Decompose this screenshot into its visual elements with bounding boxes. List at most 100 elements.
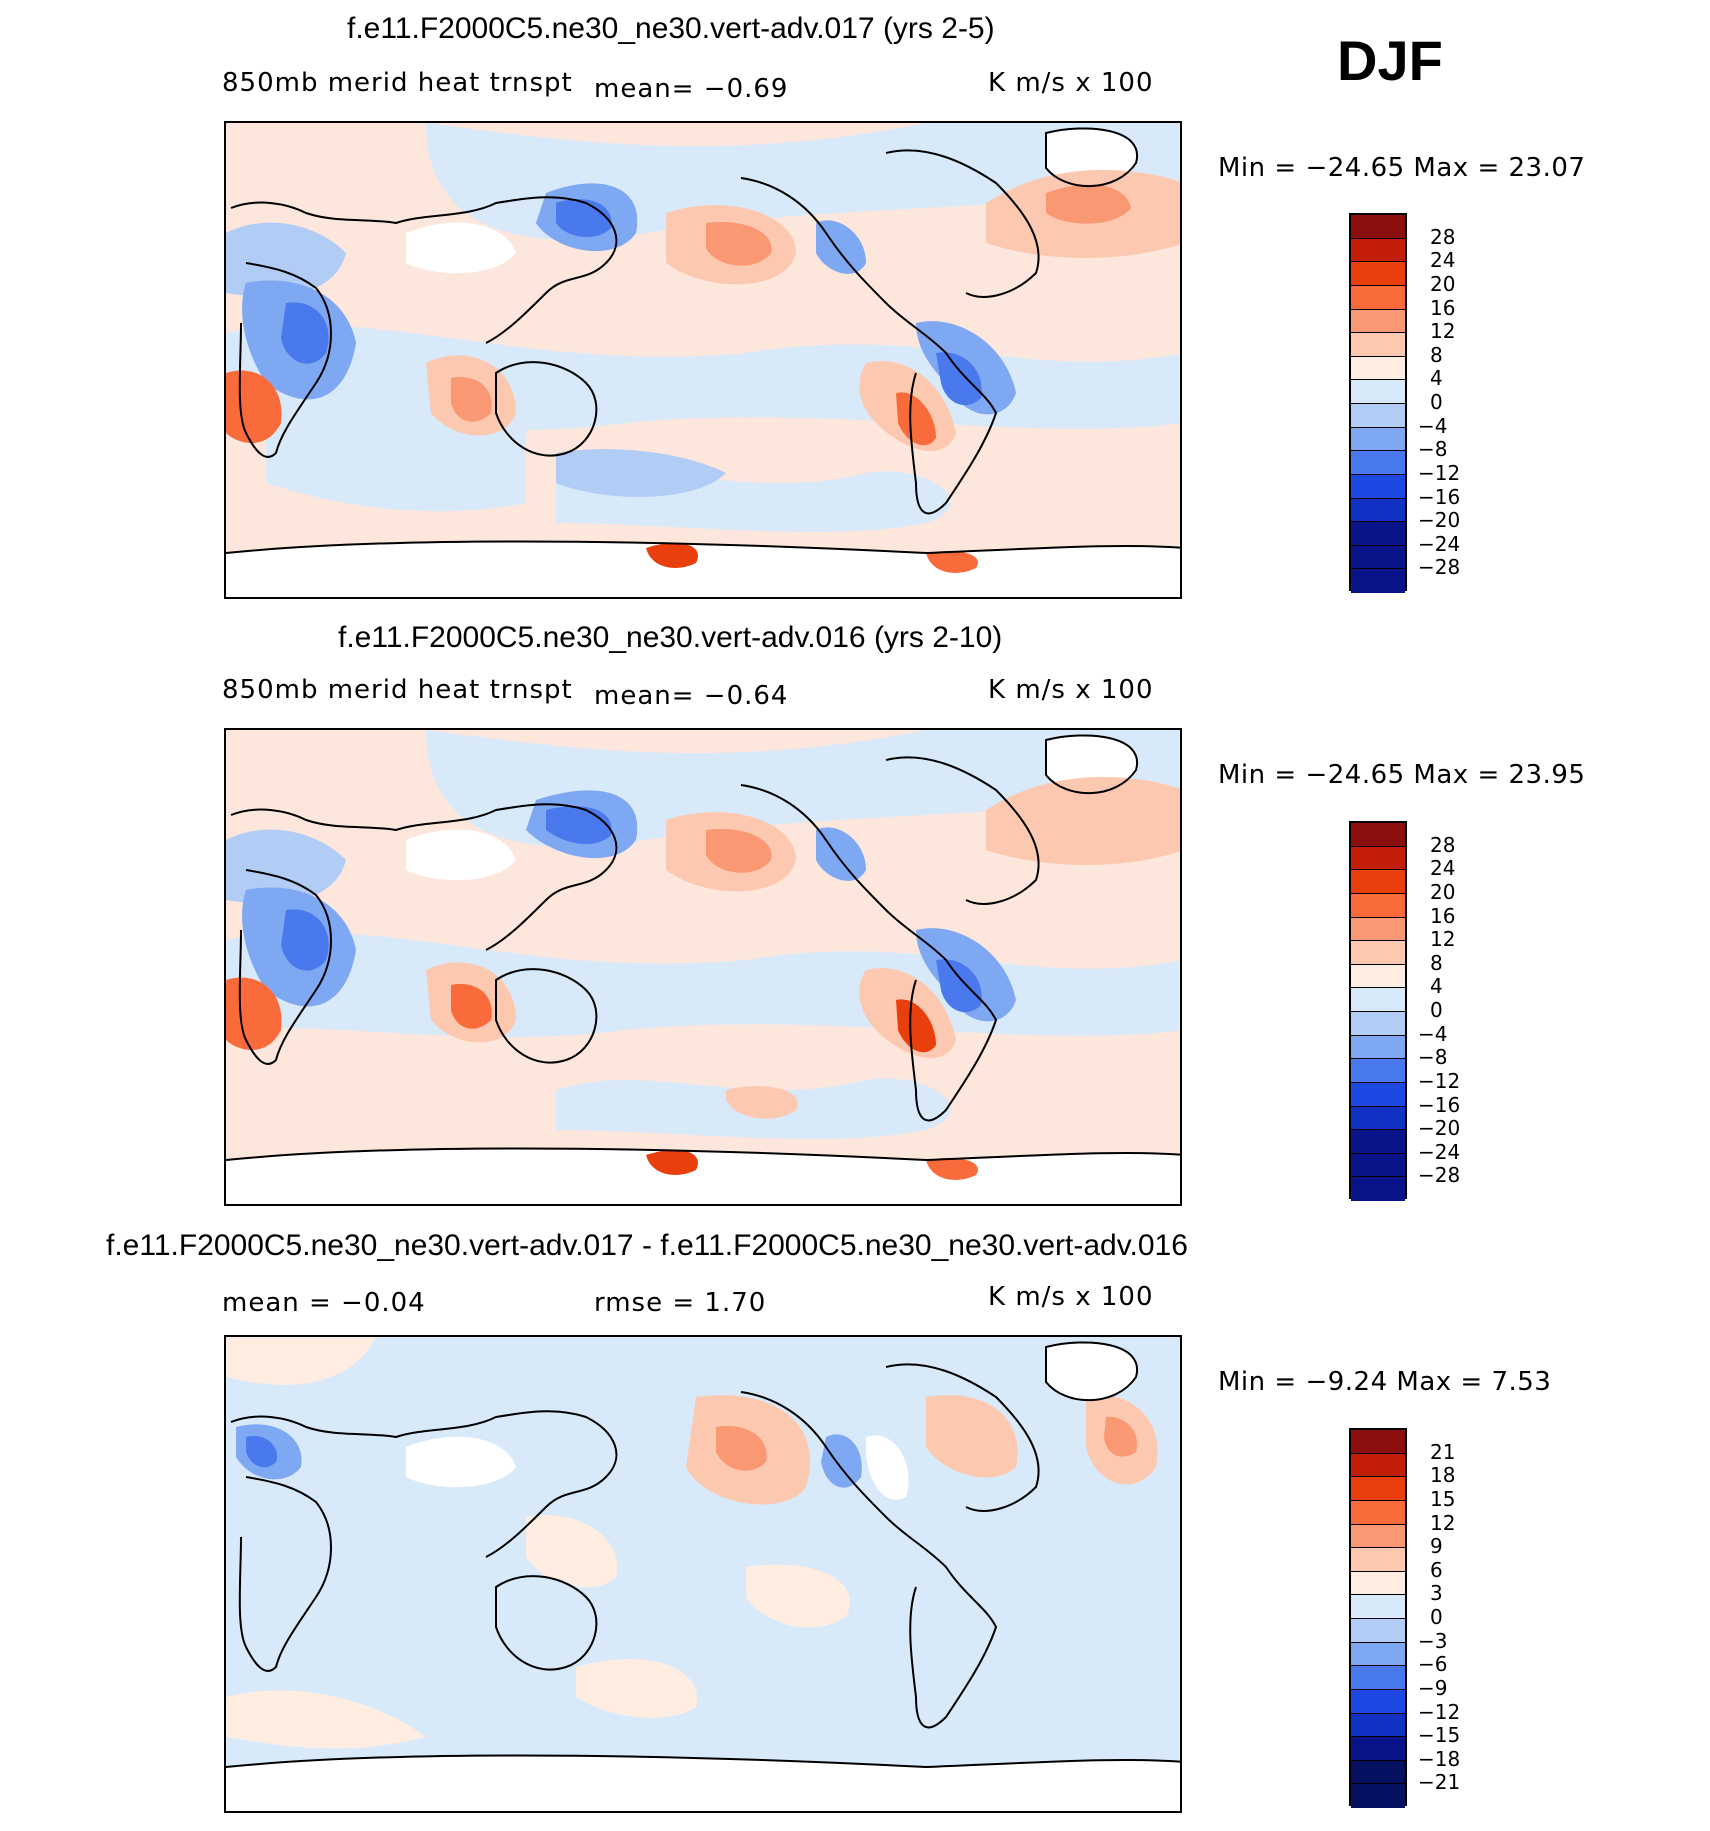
colorbar-cell bbox=[1351, 1548, 1405, 1572]
colorbar-cell bbox=[1351, 870, 1405, 894]
colorbar-tick-label: −9 bbox=[1418, 1675, 1448, 1700]
colorbar-cell bbox=[1351, 404, 1405, 428]
colorbar-cell bbox=[1351, 569, 1405, 593]
panel-2-variable: 850mb merid heat trnspt bbox=[222, 675, 573, 705]
colorbar-tick-label: 9 bbox=[1430, 1534, 1443, 1559]
panel-2-title: f.e11.F2000C5.ne30_ne30.vert-adv.016 (yr… bbox=[338, 621, 1003, 654]
colorbar-tick-label: −12 bbox=[1418, 1068, 1461, 1093]
colorbar-tick-label: 4 bbox=[1430, 974, 1443, 999]
panel-3-colorbar bbox=[1349, 1428, 1407, 1808]
panel-1-mean: mean= −0.69 bbox=[594, 74, 789, 104]
colorbar-cell bbox=[1351, 498, 1405, 523]
colorbar-cell bbox=[1351, 1012, 1405, 1036]
colorbar-cell bbox=[1351, 941, 1405, 965]
panel-3-rmse: rmse = 1.70 bbox=[594, 1288, 767, 1318]
colorbar-cell bbox=[1351, 893, 1405, 918]
panel-1-colorbar bbox=[1349, 213, 1407, 593]
panel-2-map-field bbox=[226, 730, 1180, 1204]
colorbar-cell bbox=[1351, 1642, 1405, 1667]
colorbar-tick-label: 28 bbox=[1430, 832, 1456, 857]
colorbar-cell bbox=[1351, 1784, 1405, 1808]
colorbar-tick-label: 18 bbox=[1430, 1463, 1456, 1488]
colorbar-cell bbox=[1351, 1477, 1405, 1501]
colorbar-tick-label: 4 bbox=[1430, 366, 1443, 391]
colorbar-tick-label: 3 bbox=[1430, 1581, 1443, 1606]
colorbar-tick-label: −3 bbox=[1418, 1628, 1448, 1653]
colorbar-cell bbox=[1351, 1595, 1405, 1619]
panel-3-map bbox=[224, 1335, 1182, 1813]
colorbar-tick-label: 21 bbox=[1430, 1439, 1456, 1464]
colorbar-cell bbox=[1351, 1760, 1405, 1785]
colorbar-cell bbox=[1351, 427, 1405, 452]
colorbar-tick-label: 15 bbox=[1430, 1486, 1456, 1511]
colorbar-tick-label: 8 bbox=[1430, 342, 1443, 367]
colorbar-tick-label: −8 bbox=[1418, 437, 1448, 462]
colorbar-tick-label: 24 bbox=[1430, 856, 1456, 881]
colorbar-cell bbox=[1351, 309, 1405, 334]
colorbar-cell bbox=[1351, 823, 1405, 847]
panel-3-title: f.e11.F2000C5.ne30_ne30.vert-adv.017 - f… bbox=[106, 1229, 1188, 1262]
colorbar-tick-label: 0 bbox=[1430, 390, 1443, 414]
colorbar-cell bbox=[1351, 262, 1405, 286]
panel-3-mean: mean = −0.04 bbox=[222, 1288, 426, 1318]
colorbar-cell bbox=[1351, 238, 1405, 263]
season-label: DJF bbox=[1337, 29, 1443, 92]
colorbar-cell bbox=[1351, 964, 1405, 989]
panel-3-minmax: Min = −9.24 Max = 7.53 bbox=[1218, 1367, 1552, 1397]
colorbar-cell bbox=[1351, 988, 1405, 1012]
colorbar-cell bbox=[1351, 1430, 1405, 1454]
panel-1-map bbox=[224, 121, 1182, 599]
colorbar-tick-label: 20 bbox=[1430, 271, 1456, 296]
colorbar-tick-label: 24 bbox=[1430, 248, 1456, 273]
colorbar-tick-label: −8 bbox=[1418, 1045, 1448, 1070]
colorbar-cell bbox=[1351, 1571, 1405, 1596]
panel-1-title: f.e11.F2000C5.ne30_ne30.vert-adv.017 (yr… bbox=[347, 12, 995, 45]
colorbar-cell bbox=[1351, 1130, 1405, 1154]
panel-1-units: K m/s x 100 bbox=[988, 68, 1154, 98]
colorbar-cell bbox=[1351, 545, 1405, 570]
colorbar-cell bbox=[1351, 1666, 1405, 1690]
colorbar-cell bbox=[1351, 1619, 1405, 1643]
panel-2-units: K m/s x 100 bbox=[988, 675, 1154, 705]
colorbar-cell bbox=[1351, 1153, 1405, 1178]
colorbar-tick-label: 16 bbox=[1430, 295, 1456, 320]
panel-3-units: K m/s x 100 bbox=[988, 1282, 1154, 1312]
panel-2-map bbox=[224, 728, 1182, 1206]
colorbar-tick-label: 12 bbox=[1430, 319, 1456, 344]
panel-3-map-field bbox=[226, 1337, 1180, 1811]
colorbar-tick-label: −20 bbox=[1418, 1116, 1461, 1141]
colorbar-cell bbox=[1351, 1453, 1405, 1478]
panel-1-map-field bbox=[226, 123, 1180, 597]
colorbar-tick-label: 8 bbox=[1430, 950, 1443, 975]
colorbar-tick-label: 20 bbox=[1430, 879, 1456, 904]
colorbar-tick-label: −20 bbox=[1418, 508, 1461, 533]
colorbar-cell bbox=[1351, 333, 1405, 357]
colorbar-tick-label: −12 bbox=[1418, 1699, 1461, 1724]
panel-1-variable: 850mb merid heat trnspt bbox=[222, 68, 573, 98]
colorbar-cell bbox=[1351, 846, 1405, 871]
colorbar-cell bbox=[1351, 215, 1405, 239]
colorbar-cell bbox=[1351, 1177, 1405, 1201]
colorbar-tick-label: −28 bbox=[1418, 555, 1461, 580]
panel-2-colorbar bbox=[1349, 821, 1407, 1201]
colorbar-tick-label: −4 bbox=[1418, 1021, 1448, 1046]
colorbar-tick-label: 12 bbox=[1430, 1510, 1456, 1535]
colorbar-cell bbox=[1351, 1524, 1405, 1549]
colorbar-tick-label: −16 bbox=[1418, 1092, 1461, 1117]
colorbar-tick-label: −4 bbox=[1418, 413, 1448, 438]
colorbar-cell bbox=[1351, 1059, 1405, 1083]
colorbar-cell bbox=[1351, 1500, 1405, 1525]
colorbar-tick-label: −6 bbox=[1418, 1652, 1448, 1677]
colorbar-cell bbox=[1351, 380, 1405, 404]
colorbar-cell bbox=[1351, 1082, 1405, 1107]
panel-2-mean: mean= −0.64 bbox=[594, 681, 789, 711]
colorbar-tick-label: −24 bbox=[1418, 531, 1461, 556]
colorbar-tick-label: −21 bbox=[1418, 1770, 1461, 1795]
colorbar-tick-label: 12 bbox=[1430, 927, 1456, 952]
panel-2-minmax: Min = −24.65 Max = 23.95 bbox=[1218, 760, 1586, 790]
colorbar-tick-label: 16 bbox=[1430, 903, 1456, 928]
colorbar-cell bbox=[1351, 1713, 1405, 1738]
colorbar-cell bbox=[1351, 1035, 1405, 1060]
colorbar-cell bbox=[1351, 1737, 1405, 1761]
colorbar-tick-label: −24 bbox=[1418, 1139, 1461, 1164]
